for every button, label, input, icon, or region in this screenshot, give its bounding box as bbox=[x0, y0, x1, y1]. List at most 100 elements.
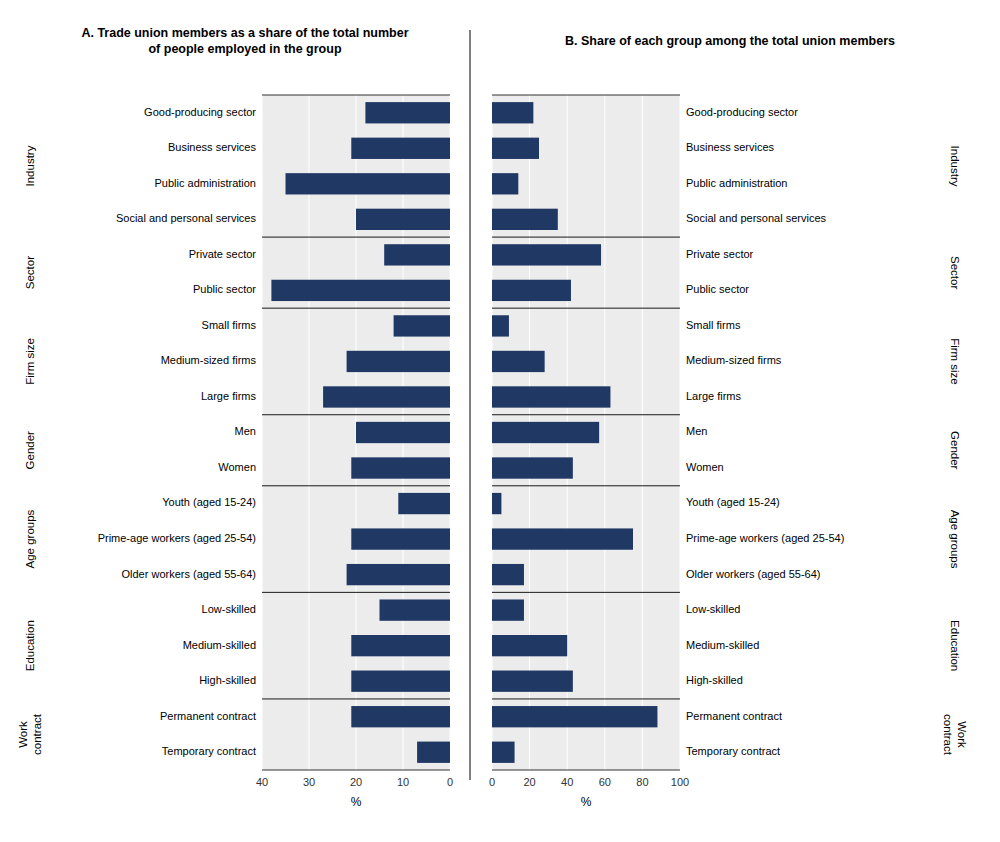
bar bbox=[398, 493, 450, 514]
bar bbox=[492, 280, 571, 301]
grid-line bbox=[642, 95, 643, 770]
group-label: Workcontract bbox=[942, 714, 968, 756]
bars bbox=[492, 102, 657, 763]
category-label: Older workers (aged 55-64) bbox=[121, 568, 256, 580]
bar bbox=[492, 351, 545, 372]
bar bbox=[271, 280, 450, 301]
group-label: Age groups bbox=[949, 510, 961, 569]
top-line bbox=[492, 95, 680, 96]
plot-background bbox=[262, 95, 450, 770]
group-separator bbox=[492, 308, 680, 309]
bar bbox=[492, 102, 533, 123]
group-separator bbox=[492, 698, 680, 699]
grid-line bbox=[309, 95, 310, 770]
category-label: Men bbox=[235, 425, 256, 437]
bar bbox=[492, 422, 599, 443]
group-label: Education bbox=[24, 620, 36, 671]
bars bbox=[271, 102, 450, 763]
group-separator bbox=[262, 414, 450, 415]
category-label: Social and personal services bbox=[116, 212, 257, 224]
grid-line bbox=[262, 95, 263, 770]
group-separator bbox=[492, 592, 680, 593]
category-label: Public administration bbox=[155, 177, 257, 189]
category-label: Low-skilled bbox=[686, 603, 740, 615]
bar bbox=[417, 742, 450, 763]
category-label: Medium-sized firms bbox=[161, 354, 257, 366]
group-label: Sector bbox=[24, 256, 36, 289]
category-label: Public administration bbox=[686, 177, 788, 189]
category-label: Small firms bbox=[686, 319, 741, 331]
axis-label: % bbox=[581, 795, 592, 809]
tick-label: 30 bbox=[303, 776, 315, 788]
category-label: Large firms bbox=[201, 390, 257, 402]
bar bbox=[347, 564, 450, 585]
bar bbox=[492, 493, 501, 514]
category-label: Youth (aged 15-24) bbox=[686, 496, 780, 508]
bar bbox=[492, 706, 657, 727]
tick-label: 20 bbox=[523, 776, 535, 788]
x-axis-line bbox=[492, 770, 680, 771]
category-label: Men bbox=[686, 425, 707, 437]
grid-line bbox=[680, 95, 681, 770]
bar bbox=[351, 706, 450, 727]
bar bbox=[351, 671, 450, 692]
category-label: Business services bbox=[686, 141, 775, 153]
bar bbox=[351, 138, 450, 159]
category-label: Private sector bbox=[686, 248, 754, 260]
bar bbox=[351, 635, 450, 656]
bar bbox=[492, 173, 518, 194]
bar bbox=[492, 528, 633, 549]
axis-label: % bbox=[351, 795, 362, 809]
category-label: Older workers (aged 55-64) bbox=[686, 568, 821, 580]
tick-label: 60 bbox=[599, 776, 611, 788]
top-line bbox=[262, 95, 450, 96]
tick-label: 80 bbox=[636, 776, 648, 788]
group-separator bbox=[262, 237, 450, 238]
category-label: Youth (aged 15-24) bbox=[162, 496, 256, 508]
tick-label: 0 bbox=[489, 776, 495, 788]
group-label: Industry bbox=[949, 146, 961, 187]
category-label: Medium-skilled bbox=[183, 639, 256, 651]
category-label: Business services bbox=[168, 141, 257, 153]
bar bbox=[492, 564, 524, 585]
group-separator bbox=[262, 592, 450, 593]
group-separator bbox=[492, 237, 680, 238]
bar bbox=[492, 742, 515, 763]
group-separator bbox=[262, 485, 450, 486]
bar bbox=[356, 209, 450, 230]
title: A. Trade union members as a share of the… bbox=[81, 26, 408, 56]
category-label: Public sector bbox=[686, 283, 749, 295]
bar bbox=[492, 635, 567, 656]
group-label: Sector bbox=[949, 256, 961, 289]
category-label: Low-skilled bbox=[202, 603, 256, 615]
bar bbox=[323, 386, 450, 407]
category-label: Women bbox=[218, 461, 256, 473]
bar bbox=[492, 138, 539, 159]
bar bbox=[351, 528, 450, 549]
tick-label: 20 bbox=[350, 776, 362, 788]
bar bbox=[384, 244, 450, 265]
panel: 020406080100%B. Share of each group amon… bbox=[489, 34, 968, 809]
group-separator bbox=[262, 308, 450, 309]
category-label: Temporary contract bbox=[162, 745, 256, 757]
bar bbox=[380, 599, 451, 620]
title: B. Share of each group among the total u… bbox=[565, 34, 895, 48]
bar bbox=[492, 209, 558, 230]
bar bbox=[356, 422, 450, 443]
panel-divider bbox=[470, 30, 471, 780]
category-label: Private sector bbox=[189, 248, 257, 260]
group-label: Firm size bbox=[24, 338, 36, 385]
category-label: Public sector bbox=[193, 283, 256, 295]
tick-label: 40 bbox=[561, 776, 573, 788]
category-label: Permanent contract bbox=[686, 710, 782, 722]
bar bbox=[492, 315, 509, 336]
group-separator bbox=[492, 414, 680, 415]
group-label: Industry bbox=[24, 145, 36, 186]
bar bbox=[394, 315, 450, 336]
tick-label: 10 bbox=[397, 776, 409, 788]
tick-label: 40 bbox=[256, 776, 268, 788]
category-label: Social and personal services bbox=[686, 212, 827, 224]
category-label: Prime-age workers (aged 25-54) bbox=[686, 532, 844, 544]
category-label: Small firms bbox=[202, 319, 257, 331]
group-label: Workcontract bbox=[17, 713, 43, 755]
